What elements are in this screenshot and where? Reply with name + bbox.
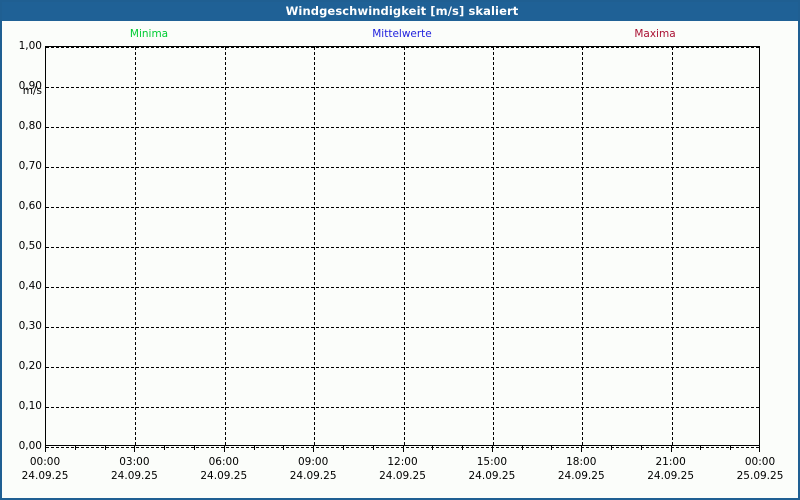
y-tick-label: 0,60 (18, 200, 42, 212)
gridline-horizontal (46, 327, 759, 328)
gridline-vertical (492, 47, 494, 445)
y-tick-label: 0,00 (18, 440, 42, 452)
x-tick-minor (283, 446, 285, 450)
x-tick-minor (193, 446, 195, 450)
page-title: Windgeschwindigkeit [m/s] skaliert (285, 3, 519, 18)
x-tick-major (313, 446, 315, 452)
x-tick-time: 15:00 (476, 456, 508, 468)
x-tick-label: 09:00 24.09.25 (290, 456, 337, 483)
x-axis-labels: 00:00 24.09.25 03:00 24.09.25 06:00 24.09.25 0… (22, 456, 784, 486)
x-tick-label: 00:00 25.09.25 (737, 456, 784, 483)
x-tick-time: 09:00 (297, 456, 329, 468)
gridline-horizontal (46, 127, 759, 128)
x-tick-label: 21:00 24.09.25 (647, 456, 694, 483)
x-tick-minor (104, 446, 106, 450)
gridline-horizontal (46, 367, 759, 368)
x-tick-time: 03:00 (119, 456, 150, 468)
y-axis: m/s 1,00 0,90 0,80 0,70 0,60 0,50 0,40 0,30 0,20… (2, 41, 42, 452)
x-tick-date: 24.09.25 (21, 469, 69, 482)
x-tick-label: 06:00 24.09.25 (200, 456, 247, 483)
gridline-horizontal (46, 167, 759, 168)
y-tick-label: 1,00 (18, 40, 42, 52)
x-tick-minor (521, 446, 523, 450)
x-tick-label: 15:00 24.09.25 (468, 456, 515, 483)
x-tick-minor (432, 446, 434, 450)
x-tick-major (223, 446, 225, 452)
y-tick-label: 0,70 (18, 160, 42, 172)
x-tick-minor (700, 446, 702, 450)
x-tick-label: 03:00 24.09.25 (111, 456, 158, 483)
gridline-vertical (224, 47, 226, 445)
y-tick-label: 0,50 (18, 240, 42, 252)
x-tick-major (670, 446, 672, 452)
legend-item-maxima: Maxima (634, 28, 676, 40)
x-tick-time: 21:00 (655, 456, 686, 468)
x-tick-minor (74, 446, 76, 450)
gridline-vertical (582, 47, 584, 445)
x-tick-major (581, 446, 583, 452)
x-tick-time: 18:00 (566, 456, 597, 468)
x-tick-minor (611, 446, 613, 450)
gridline-vertical (314, 47, 316, 445)
x-tick-major (491, 446, 493, 452)
gridline-vertical (135, 47, 137, 445)
x-axis-ticks (45, 446, 760, 452)
x-tick-label: 00:00 24.09.25 (22, 456, 69, 483)
x-tick-date: 24.09.25 (289, 469, 337, 482)
chart-legend: Minima Mittelwerte Maxima (2, 27, 798, 41)
x-tick-major (402, 446, 404, 452)
x-tick-major (134, 446, 136, 452)
x-tick-date: 24.09.25 (647, 469, 695, 482)
plot-grid (46, 47, 759, 448)
x-tick-date: 24.09.25 (110, 469, 158, 482)
y-tick-label: 0,30 (18, 320, 42, 332)
x-tick-date: 25.09.25 (736, 469, 784, 482)
x-tick-date: 24.09.25 (557, 469, 605, 482)
plot-area (45, 46, 760, 448)
x-tick-minor (462, 446, 464, 450)
x-tick-time: 12:00 (387, 456, 418, 468)
x-tick-date: 24.09.25 (468, 469, 516, 482)
gridline-horizontal (46, 287, 759, 288)
y-tick-label: 0,90 (18, 80, 42, 92)
y-tick-label: 0,40 (18, 280, 42, 292)
gridline-horizontal (46, 407, 759, 408)
x-tick-major (45, 446, 46, 452)
x-tick-label: 12:00 24.09.25 (379, 456, 426, 483)
title-bar: Windgeschwindigkeit [m/s] skaliert (2, 2, 798, 21)
x-tick-minor (730, 446, 732, 450)
y-tick-label: 0,10 (18, 400, 42, 412)
gridline-horizontal (46, 207, 759, 208)
x-tick-minor (372, 446, 374, 450)
x-tick-minor (164, 446, 166, 450)
x-tick-minor (640, 446, 642, 450)
x-tick-minor (253, 446, 255, 450)
gridline-horizontal (46, 87, 759, 88)
gridline-vertical (403, 47, 405, 445)
y-axis-title: m/s (22, 85, 42, 97)
legend-item-mittelwerte: Mittelwerte (372, 28, 432, 40)
x-tick-date: 24.09.25 (379, 469, 426, 482)
x-tick-time: 00:00 (744, 456, 776, 468)
x-tick-label: 18:00 24.09.25 (558, 456, 605, 483)
y-tick-label: 0,80 (18, 120, 42, 132)
x-tick-major (759, 446, 760, 452)
x-tick-time: 06:00 (208, 456, 239, 468)
gridline-vertical (671, 47, 673, 445)
gridline-horizontal (46, 47, 759, 48)
gridline-horizontal (46, 247, 759, 248)
x-tick-time: 00:00 (29, 456, 61, 468)
legend-item-minima: Minima (129, 28, 169, 40)
x-tick-date: 24.09.25 (200, 469, 248, 482)
x-tick-minor (342, 446, 344, 450)
x-tick-minor (551, 446, 553, 450)
y-tick-label: 0,20 (18, 360, 42, 372)
